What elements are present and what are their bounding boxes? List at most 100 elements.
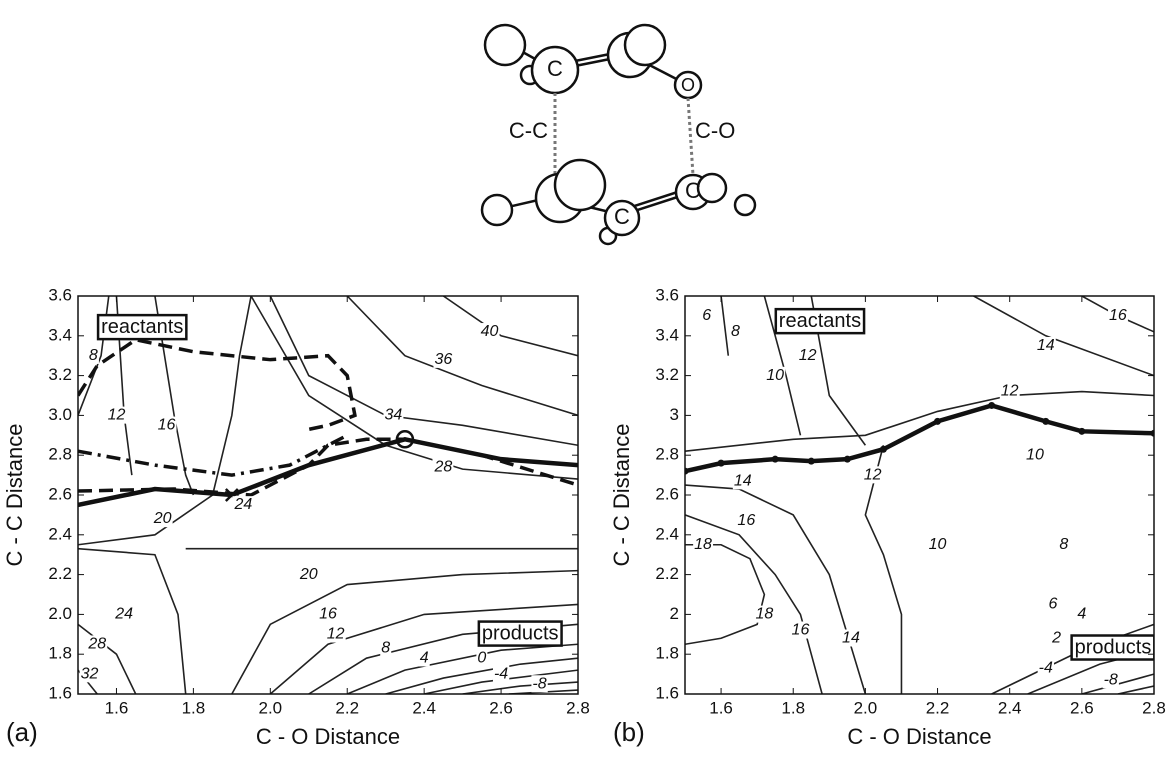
y-tick-label: 3.2	[48, 365, 72, 384]
contour-line	[347, 296, 578, 415]
contour-label: 12	[327, 626, 345, 643]
contour-label: 32	[81, 665, 99, 682]
region-label: reactants	[779, 310, 861, 332]
atom-label: C	[614, 204, 630, 229]
bond-label: C-C	[509, 118, 548, 143]
atom	[555, 160, 605, 210]
reaction-path	[685, 405, 1154, 471]
contour-label: 0	[477, 649, 486, 666]
contour-label: 4	[1077, 606, 1086, 623]
contour-label: 8	[89, 347, 98, 364]
contour-label: 28	[433, 458, 452, 475]
contour-line	[251, 296, 578, 479]
x-tick-label: 2.4	[998, 698, 1022, 717]
path-point	[844, 456, 851, 463]
x-tick-label: 2.8	[566, 698, 590, 717]
contour-label: 20	[299, 566, 318, 583]
atom-label: C	[685, 178, 701, 203]
x-tick-label: 2.2	[335, 698, 359, 717]
atom	[482, 195, 512, 225]
contour-label: 2	[1051, 629, 1061, 646]
contour-label: 12	[799, 347, 817, 364]
contour-line	[685, 485, 865, 694]
contour-label: 20	[153, 510, 172, 527]
atom	[625, 25, 665, 65]
contour-label: 10	[1026, 446, 1044, 463]
y-tick-label: 3.6	[655, 285, 679, 304]
path-point	[880, 446, 887, 453]
contour-label: 28	[87, 635, 106, 652]
y-tick-label: 2.4	[655, 524, 679, 543]
contour-label: -8	[1104, 671, 1118, 688]
path-point	[988, 402, 995, 409]
x-tick-label: 1.6	[105, 698, 129, 717]
contour-line	[443, 296, 578, 356]
y-tick-label: 2.0	[48, 604, 72, 623]
region-label: products	[482, 623, 559, 645]
contour-label: 10	[929, 536, 947, 553]
x-tick-label: 2.0	[854, 698, 878, 717]
contour-label: 16	[792, 622, 810, 639]
x-tick-label: 2.6	[1070, 698, 1094, 717]
reaction-path	[78, 439, 578, 495]
x-axis-label: C - O Distance	[847, 724, 991, 749]
atom-label: C	[547, 56, 563, 81]
molecule: C O C C C-C C-O	[482, 25, 755, 244]
y-tick-label: 1.8	[655, 644, 679, 663]
y-tick-label: 2.2	[48, 564, 72, 583]
path-point	[1042, 418, 1049, 425]
y-tick-label: 2.6	[48, 484, 72, 503]
contour-label: 6	[1049, 596, 1058, 613]
x-tick-label: 2.2	[926, 698, 950, 717]
y-tick-label: 3.4	[48, 325, 72, 344]
contour-label: 16	[737, 512, 755, 529]
contour-label: 16	[319, 606, 337, 623]
contour-label: 8	[1059, 536, 1068, 553]
path-point	[772, 456, 779, 463]
contour-label: 12	[108, 407, 126, 424]
y-axis-label: C - C Distance	[609, 423, 634, 566]
x-axis-label: C - O Distance	[256, 724, 400, 749]
plot-area: 81216202428343640201612840-4-8242832reac…	[78, 296, 578, 694]
x-tick-label: 1.8	[182, 698, 206, 717]
contour-label: 40	[481, 323, 499, 340]
contour-label: -4	[1039, 659, 1053, 676]
x-tick-label: 2.0	[258, 698, 282, 717]
contour-line	[721, 296, 728, 356]
contour-label: 36	[434, 351, 452, 368]
contour-label: 18	[694, 536, 712, 553]
contour-label: 14	[734, 472, 752, 489]
y-tick-label: 3.4	[655, 325, 679, 344]
panel-label: (b)	[613, 717, 645, 747]
bond-label: C-O	[695, 118, 735, 143]
contour-label: 18	[755, 606, 773, 623]
reaction-path	[78, 435, 347, 475]
figure: C O C C C-C C-O 812162024283436402016128…	[0, 0, 1169, 759]
contour-label: 14	[842, 629, 860, 646]
y-tick-label: 3.0	[48, 405, 72, 424]
y-tick-label: 2	[670, 604, 679, 623]
x-tick-label: 1.6	[709, 698, 733, 717]
y-tick-label: 2.8	[48, 445, 72, 464]
y-axis-label: C - C Distance	[2, 423, 27, 566]
contour-label: 34	[384, 407, 402, 424]
contour-label: 16	[1109, 307, 1127, 324]
contour-line	[270, 296, 578, 445]
contour-label: 8	[731, 323, 740, 340]
contour-line	[685, 392, 1154, 452]
panel-label: (a)	[6, 717, 38, 747]
y-tick-label: 3.2	[655, 365, 679, 384]
contour-label: -4	[494, 665, 508, 682]
y-tick-label: 3	[670, 405, 679, 424]
path-point	[1078, 428, 1085, 435]
contour-line	[463, 682, 578, 694]
path-point	[718, 460, 725, 467]
forming-bond	[688, 98, 693, 175]
region-label: products	[1075, 637, 1152, 659]
contour-line	[1118, 686, 1154, 694]
y-tick-label: 1.6	[48, 683, 72, 702]
contour-label: 24	[114, 606, 133, 623]
path-point	[808, 458, 815, 465]
y-tick-label: 2.4	[48, 524, 72, 543]
contour-label: 10	[766, 367, 784, 384]
